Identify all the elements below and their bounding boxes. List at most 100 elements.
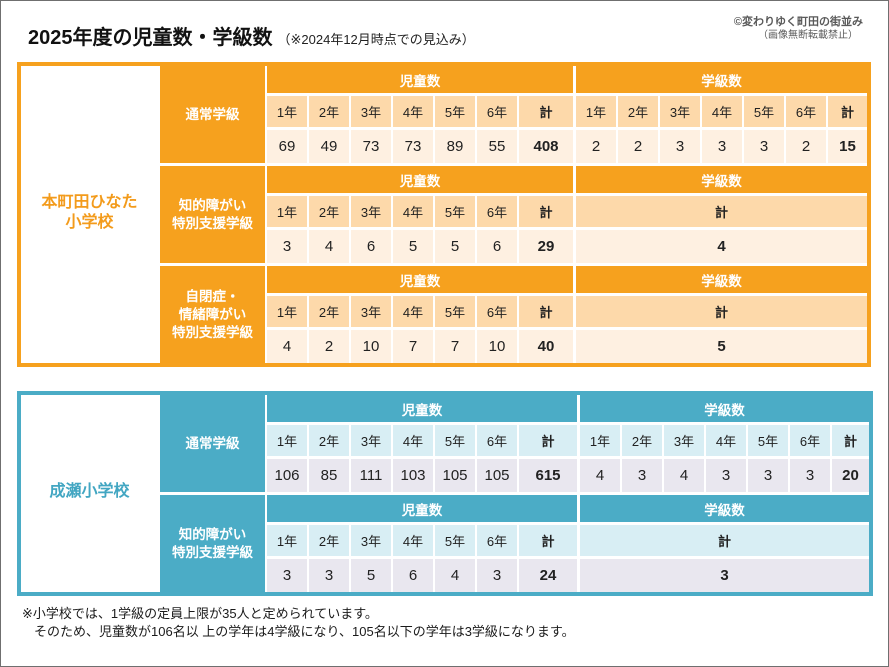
grade-header-1: 1年 [267, 196, 307, 227]
classes-block: 学級数 計 3 [580, 495, 869, 592]
class-count-grade-4: 3 [706, 459, 746, 492]
section-label-line: 知的障がい [178, 526, 247, 542]
student-count-grade-1: 4 [267, 330, 307, 363]
grade-header-1: 1年 [267, 525, 307, 556]
total-header: 計 [828, 96, 867, 127]
total-header-row: 計 [576, 196, 867, 227]
section-intellectual-special-class: 知的障がい 特別支援学級 児童数 1年 2年 3年 4年 5年 6年 計 [160, 495, 869, 592]
grade-header-5: 5年 [435, 96, 475, 127]
grade-header-2: 2年 [309, 96, 349, 127]
student-count-grade-6: 105 [477, 459, 517, 492]
student-count-total: 29 [519, 230, 573, 263]
class-count-grade-6: 3 [790, 459, 830, 492]
grade-header-3: 3年 [351, 425, 391, 456]
section-label: 自閉症・ 情緒障がい 特別支援学級 [160, 266, 265, 363]
student-count-grade-2: 85 [309, 459, 349, 492]
student-count-grade-2: 4 [309, 230, 349, 263]
sections: 通常学級 児童数 1年 2年 3年 4年 5年 6年 計 69 [160, 66, 867, 363]
student-count-grade-1: 3 [267, 559, 307, 592]
student-count-grade-5: 89 [435, 130, 475, 163]
student-count-total: 24 [519, 559, 577, 592]
class-count-total: 20 [832, 459, 869, 492]
class-count-row: 4 3 4 3 3 3 20 [580, 459, 869, 492]
students-header: 児童数 [267, 166, 573, 193]
students-block: 児童数 1年 2年 3年 4年 5年 6年 計 3 3 5 6 [267, 495, 577, 592]
total-header: 計 [519, 96, 573, 127]
credit-text: ©変わりゆく町田の街並み [733, 16, 863, 28]
section-label: 通常学級 [160, 66, 265, 163]
credit: ©変わりゆく町田の街並み （画像無断転載禁止） [734, 15, 863, 43]
student-count-row: 69 49 73 73 89 55 408 [267, 130, 573, 163]
page-title: 2025年度の児童数・学級数 [28, 27, 273, 49]
class-count-total: 4 [576, 230, 867, 263]
class-count-total: 15 [828, 130, 867, 163]
grade-header-6: 6年 [477, 296, 517, 327]
class-count-grade-4: 3 [702, 130, 742, 163]
grade-header-4: 4年 [706, 425, 746, 456]
class-count-grade-1: 2 [576, 130, 616, 163]
sections: 通常学級 児童数 1年 2年 3年 4年 5年 6年 計 106 [160, 395, 869, 592]
total-header: 計 [576, 296, 867, 327]
grade-header-3: 3年 [660, 96, 700, 127]
classes-header: 学級数 [576, 166, 867, 193]
total-header: 計 [519, 425, 577, 456]
section-label-line: 通常学級 [185, 435, 240, 451]
section-body: 児童数 1年 2年 3年 4年 5年 6年 計 106 85 111 [267, 395, 869, 492]
student-count-grade-5: 7 [435, 330, 475, 363]
page-header: 2025年度の児童数・学級数 （※2024年12月時点での見込み） [28, 21, 475, 50]
grade-header-6: 6年 [790, 425, 830, 456]
school-name-line: 成瀬小学校 [49, 482, 130, 500]
classes-header: 学級数 [580, 395, 869, 422]
page-subtitle: （※2024年12月時点での見込み） [277, 32, 475, 47]
classes-header: 学級数 [580, 495, 869, 522]
section-body: 児童数 1年 2年 3年 4年 5年 6年 計 3 4 6 5 [267, 166, 867, 263]
class-count-grade-2: 2 [618, 130, 658, 163]
student-count-grade-4: 6 [393, 559, 433, 592]
classes-block: 学級数 1年 2年 3年 4年 5年 6年 計 2 2 3 3 [576, 66, 867, 163]
class-count-total: 3 [580, 559, 869, 592]
students-block: 児童数 1年 2年 3年 4年 5年 6年 計 4 2 10 7 [267, 266, 573, 363]
students-block: 児童数 1年 2年 3年 4年 5年 6年 計 106 85 111 [267, 395, 577, 492]
student-count-grade-3: 5 [351, 559, 391, 592]
grade-header-3: 3年 [351, 196, 391, 227]
grade-header-5: 5年 [435, 425, 475, 456]
grade-header-row: 1年 2年 3年 4年 5年 6年 計 [580, 425, 869, 456]
student-count-total: 408 [519, 130, 573, 163]
students-header: 児童数 [267, 395, 577, 422]
grade-header-2: 2年 [309, 525, 349, 556]
grade-header-5: 5年 [435, 196, 475, 227]
grade-header-5: 5年 [748, 425, 788, 456]
grade-header-row: 1年 2年 3年 4年 5年 6年 計 [267, 425, 577, 456]
students-header: 児童数 [267, 495, 577, 522]
grade-header-2: 2年 [618, 96, 658, 127]
section-body: 児童数 1年 2年 3年 4年 5年 6年 計 3 3 5 6 [267, 495, 869, 592]
student-count-grade-1: 3 [267, 230, 307, 263]
student-count-grade-4: 5 [393, 230, 433, 263]
footnote-line: そのため、児童数が106名以 上の学年は4学級になり、105名以下の学年は3学級… [34, 624, 575, 639]
grade-header-6: 6年 [477, 425, 517, 456]
credit-note: （画像無断転載禁止） [758, 30, 858, 41]
grade-header-4: 4年 [702, 96, 742, 127]
student-count-row: 3 4 6 5 5 6 29 [267, 230, 573, 263]
grade-header-4: 4年 [393, 525, 433, 556]
grade-header-2: 2年 [309, 296, 349, 327]
section-label-line: 自閉症・ [185, 288, 240, 304]
total-header-row: 計 [576, 296, 867, 327]
class-count-row: 4 [576, 230, 867, 263]
grade-header-row: 1年 2年 3年 4年 5年 6年 計 [267, 525, 577, 556]
classes-header: 学級数 [576, 266, 867, 293]
student-count-grade-6: 6 [477, 230, 517, 263]
class-count-grade-3: 3 [660, 130, 700, 163]
footnote-line: ※小学校では、1学級の定員上限が35人と定められています。 [22, 606, 378, 621]
classes-block: 学級数 計 5 [576, 266, 867, 363]
grade-header-6: 6年 [477, 196, 517, 227]
total-header: 計 [580, 525, 869, 556]
student-count-grade-4: 103 [393, 459, 433, 492]
student-count-grade-5: 105 [435, 459, 475, 492]
grade-header-4: 4年 [393, 296, 433, 327]
footnotes: ※小学校では、1学級の定員上限が35人と定められています。 そのため、児童数が1… [22, 605, 575, 641]
students-block: 児童数 1年 2年 3年 4年 5年 6年 計 69 49 73 73 [267, 66, 573, 163]
class-count-row: 2 2 3 3 3 2 15 [576, 130, 867, 163]
classes-header: 学級数 [576, 66, 867, 93]
student-count-grade-4: 7 [393, 330, 433, 363]
